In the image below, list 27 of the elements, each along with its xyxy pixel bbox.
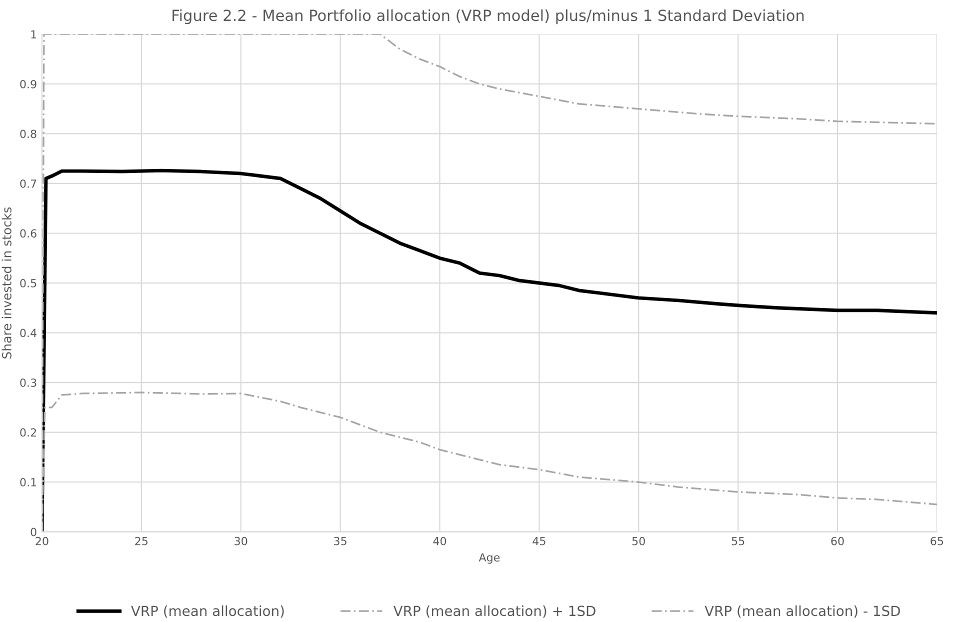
x-tick-label: 35 — [334, 536, 346, 546]
x-tick-label: 25 — [135, 536, 148, 546]
chart-title: Figure 2.2 - Mean Portfolio allocation (VRP model) plus/minus 1 Standard Deviation — [172, 9, 804, 24]
x-axis-title: Age — [478, 553, 500, 564]
x-tick-label: 20 — [36, 536, 48, 546]
y-tick-label: 0.9 — [20, 80, 36, 88]
legend-label: VRP (mean allocation) + 1SD — [393, 605, 596, 618]
y-tick-label: 0.7 — [20, 179, 36, 188]
x-tick-label: 60 — [831, 536, 844, 546]
legend-label: VRP (mean allocation) — [131, 605, 284, 618]
y-tick-label: 0.3 — [20, 378, 36, 387]
y-tick-label: 0.4 — [20, 328, 36, 338]
y-tick-label: 0.2 — [20, 428, 36, 437]
y-tick-label: 0 — [30, 528, 36, 536]
legend-label: VRP (mean allocation) - 1SD — [704, 605, 900, 618]
x-tick-label: 50 — [632, 536, 645, 546]
y-tick-label: 0.5 — [20, 278, 36, 288]
x-tick-label: 45 — [532, 537, 546, 546]
y-tick-label: 1 — [31, 30, 36, 38]
x-tick-label: 55 — [732, 537, 744, 546]
x-tick-label: 65 — [930, 536, 944, 546]
y-tick-label: 0.6 — [20, 229, 36, 238]
x-tick-label: 40 — [433, 536, 446, 546]
x-tick-label: 30 — [234, 536, 248, 546]
y-axis-title: Share invested in stocks — [2, 207, 12, 358]
y-tick-label: 0.1 — [20, 478, 36, 486]
y-tick-label: 0.8 — [20, 130, 36, 138]
